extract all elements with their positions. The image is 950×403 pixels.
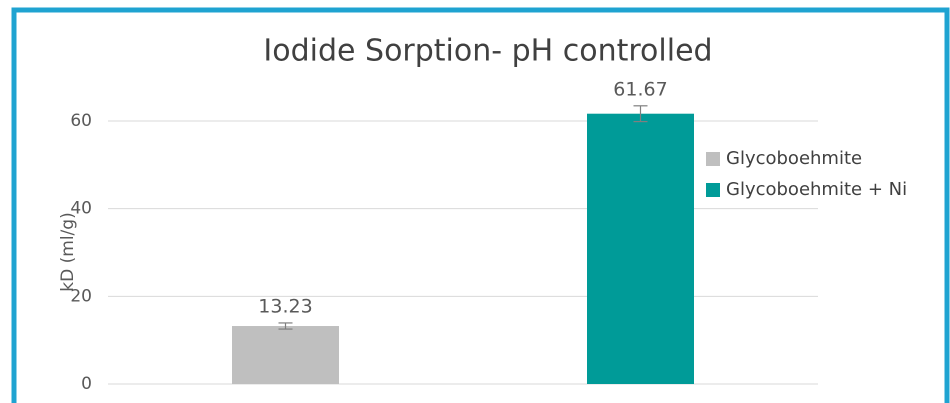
y-tick-label: 0 (81, 374, 92, 394)
legend-swatch (706, 183, 720, 197)
error-bar (278, 322, 293, 330)
bar (587, 113, 694, 385)
y-tick-label: 60 (70, 111, 92, 131)
bar (232, 326, 339, 384)
error-bar (633, 105, 648, 123)
legend-label: Glycoboehmite + Ni (726, 179, 907, 200)
data-label: 61.67 (613, 78, 667, 100)
chart-frame (11, 7, 950, 403)
chart-title: Iodide Sorption- pH controlled (263, 34, 712, 69)
data-label: 13.23 (258, 295, 312, 317)
y-tick-label: 20 (70, 286, 92, 306)
y-tick-label: 40 (70, 199, 92, 219)
legend-swatch (706, 152, 720, 166)
y-axis-label: kD (ml/g) (58, 212, 78, 291)
legend-label: Glycoboehmite (726, 148, 862, 169)
